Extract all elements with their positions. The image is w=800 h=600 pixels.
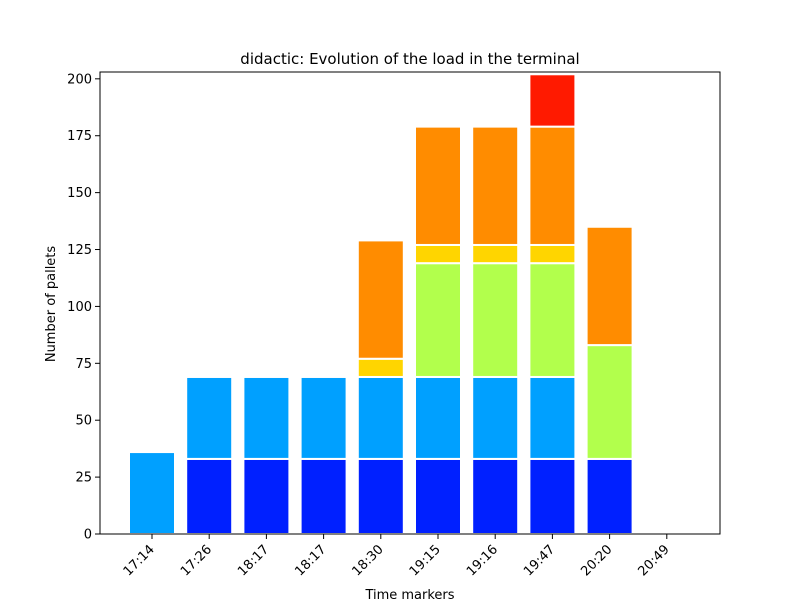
y-axis-label: Number of pallets	[44, 246, 59, 363]
bar-segment	[128, 451, 176, 536]
y-axis-ticks: 0 25 50 75 100 125 150 175 200	[67, 72, 100, 543]
bar-segment	[528, 457, 577, 535]
bar-segment	[414, 375, 462, 460]
bar-segment	[471, 243, 520, 265]
x-axis-label: Time markers	[364, 588, 454, 600]
bar-segment	[528, 125, 577, 246]
x-tick-label: 20:49	[636, 542, 673, 579]
y-tick-label: 50	[75, 414, 92, 429]
x-tick-label: 17:26	[178, 542, 215, 579]
y-tick-label: 0	[84, 528, 92, 543]
bar-segment	[471, 375, 520, 460]
bar-segment	[528, 375, 577, 460]
x-tick-label: 19:16	[464, 542, 501, 579]
bars-layer	[128, 73, 634, 536]
plot-frame	[99, 71, 721, 535]
bar-segment	[356, 457, 405, 535]
x-tick-label: 18:30	[350, 542, 387, 579]
bar-segment	[356, 239, 405, 360]
bar-segment	[585, 457, 634, 535]
bar-segment	[471, 262, 520, 378]
bar-segment	[356, 375, 405, 460]
bar-segment	[528, 262, 577, 378]
bar-segment	[414, 262, 462, 378]
bar-segment	[242, 457, 291, 535]
bar-segment	[356, 357, 405, 378]
bar-segment	[528, 243, 577, 265]
bar-segment	[299, 457, 348, 535]
chart-title: didactic: Evolution of the load in the t…	[240, 50, 579, 68]
bar-segment	[471, 457, 520, 535]
x-tick-label: 20:20	[578, 542, 615, 579]
bar-segment	[414, 457, 462, 535]
bar-segment	[414, 243, 462, 265]
bar-segment	[585, 344, 634, 460]
y-tick-label: 200	[67, 72, 92, 87]
x-tick-label: 18:17	[235, 542, 272, 579]
x-tick-label: 19:47	[521, 542, 558, 579]
y-tick-label: 100	[67, 300, 92, 315]
bar-segment	[414, 125, 462, 246]
bar-segment	[585, 225, 634, 347]
x-tick-label: 19:15	[407, 542, 444, 579]
y-tick-label: 175	[67, 129, 92, 144]
bar-segment	[185, 375, 234, 460]
bar-segment	[471, 125, 520, 246]
bar-segment	[528, 73, 577, 128]
bar-segment	[299, 375, 348, 460]
x-tick-label: 17:14	[121, 542, 158, 579]
x-tick-label: 18:17	[292, 542, 329, 579]
y-tick-label: 25	[75, 471, 92, 486]
y-tick-label: 125	[67, 243, 92, 258]
x-axis-ticks: 17:14 17:26 18:17 18:17 18:30 19:15 19:16 19:47…	[121, 534, 673, 579]
y-tick-label: 150	[67, 186, 92, 201]
bar-segment	[185, 457, 234, 535]
y-tick-label: 75	[75, 357, 92, 372]
bar-segment	[242, 375, 291, 460]
